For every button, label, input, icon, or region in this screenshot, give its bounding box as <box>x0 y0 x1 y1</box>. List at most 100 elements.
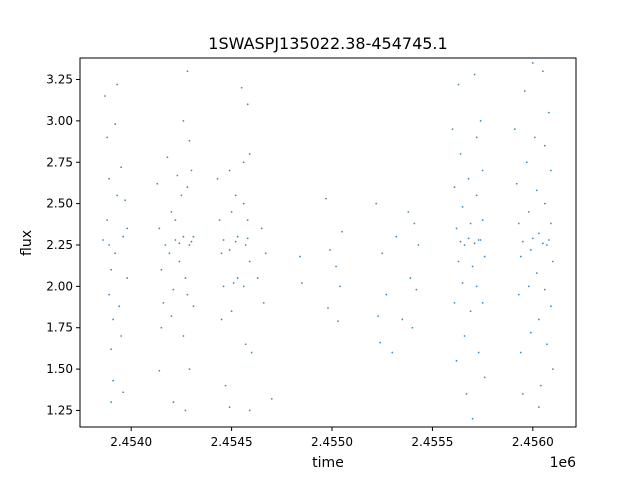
data-point <box>230 210 233 213</box>
data-point <box>108 293 111 296</box>
data-point <box>216 177 219 180</box>
data-point <box>124 199 127 202</box>
data-point <box>160 268 163 271</box>
data-point <box>246 219 249 222</box>
data-point <box>521 393 524 395</box>
data-point <box>156 182 159 185</box>
data-point <box>550 222 552 225</box>
data-point <box>325 197 327 200</box>
data-point <box>118 305 121 308</box>
data-point <box>176 174 179 177</box>
data-point <box>172 401 175 404</box>
data-point <box>220 318 223 321</box>
x-tick-label: 2.4540 <box>110 435 152 449</box>
data-point <box>519 351 522 354</box>
data-point <box>339 285 341 288</box>
y-tick-label: 1.25 <box>46 403 73 417</box>
data-point <box>531 237 534 240</box>
data-point <box>106 136 109 139</box>
data-point <box>457 83 460 86</box>
data-point <box>469 310 472 313</box>
data-point <box>515 182 518 185</box>
data-point <box>479 239 482 241</box>
data-point <box>228 169 231 172</box>
data-point <box>467 237 470 240</box>
y-tick-label: 2.50 <box>46 197 73 211</box>
data-point <box>550 169 552 172</box>
data-point <box>104 95 106 97</box>
data-point <box>232 282 235 284</box>
x-tick-label: 2.4555 <box>411 435 453 449</box>
y-tick-label: 1.75 <box>46 321 73 335</box>
data-point <box>162 302 165 304</box>
data-point <box>475 285 478 288</box>
data-point <box>172 288 175 291</box>
data-point <box>537 406 540 409</box>
data-point <box>471 417 474 420</box>
x-axis-offset-label: 1e6 <box>550 455 577 471</box>
data-point <box>541 70 544 73</box>
data-point <box>262 302 265 304</box>
data-point <box>186 293 189 296</box>
data-point <box>479 119 482 122</box>
data-point <box>537 318 540 321</box>
data-point <box>110 401 113 404</box>
data-point <box>126 227 129 230</box>
data-point <box>122 391 125 394</box>
data-point <box>461 206 464 208</box>
x-tick-label: 2.4560 <box>512 435 554 449</box>
data-point <box>417 244 420 246</box>
data-point <box>114 123 117 126</box>
data-point <box>547 111 550 114</box>
data-point <box>246 237 249 240</box>
data-point <box>552 260 554 263</box>
data-point <box>527 285 530 288</box>
data-point <box>543 202 546 205</box>
data-point <box>455 359 458 362</box>
plot-points <box>102 62 554 420</box>
data-point <box>521 240 524 243</box>
data-point <box>379 341 382 344</box>
data-point <box>106 219 109 222</box>
data-point <box>188 368 191 370</box>
data-point <box>108 177 111 180</box>
data-point <box>228 406 231 409</box>
data-point <box>413 222 416 225</box>
data-point <box>228 249 231 251</box>
data-point <box>453 302 456 304</box>
data-point <box>535 189 538 192</box>
data-point <box>174 219 177 222</box>
data-point <box>170 315 173 318</box>
data-point <box>224 384 227 387</box>
data-point <box>236 277 239 279</box>
data-point <box>180 194 183 197</box>
data-point <box>244 343 247 346</box>
data-point <box>483 255 486 258</box>
data-point <box>170 210 173 213</box>
data-point <box>471 265 474 268</box>
data-point <box>477 351 480 354</box>
data-point <box>186 70 189 73</box>
data-point <box>192 235 195 238</box>
data-point <box>455 227 458 230</box>
data-point <box>327 306 329 309</box>
data-point <box>395 235 398 238</box>
data-point <box>475 194 478 197</box>
data-point <box>519 255 522 258</box>
data-point <box>122 235 125 238</box>
data-point <box>407 210 410 213</box>
y-tick-label: 2.00 <box>46 279 73 293</box>
data-point <box>529 331 532 334</box>
data-point <box>477 239 480 241</box>
data-point <box>552 368 554 370</box>
data-point <box>329 249 331 251</box>
plot-frame <box>79 57 577 428</box>
data-point <box>112 379 115 382</box>
data-point <box>182 235 185 238</box>
data-point <box>459 153 462 155</box>
data-point <box>260 227 263 230</box>
data-point <box>158 227 161 230</box>
data-point <box>337 320 339 322</box>
